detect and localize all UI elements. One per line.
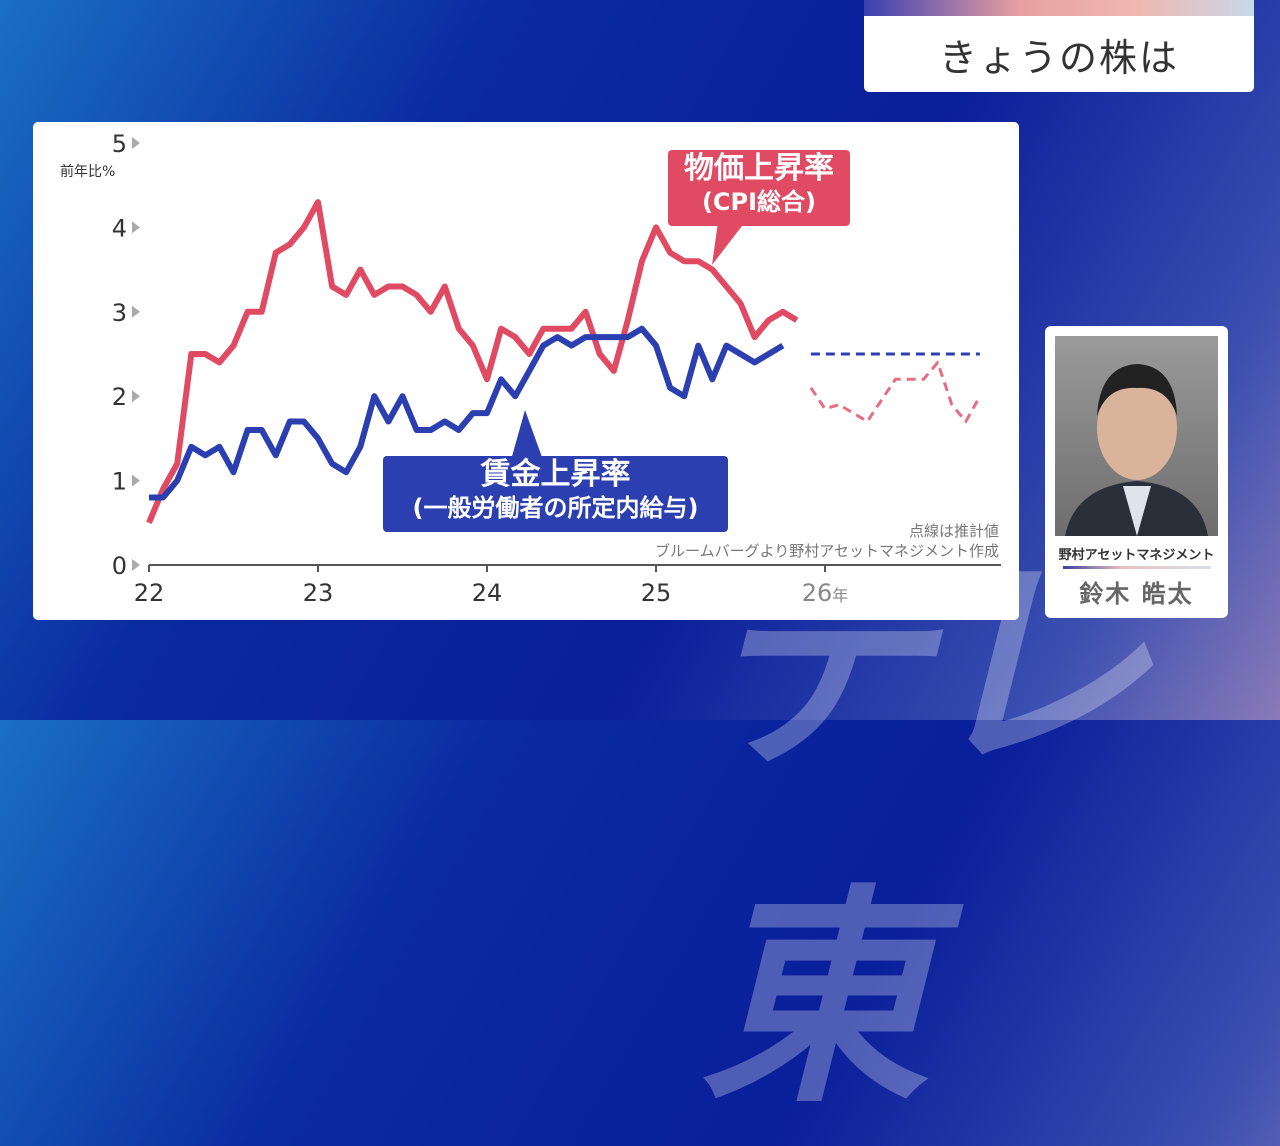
wage-label-sub: (一般労働者の所定内給与) <box>412 494 699 522</box>
cpi-label-title: 物価上昇率 <box>684 151 834 186</box>
x-tick-label: 25 <box>641 579 672 607</box>
x-tick-label: 23 <box>303 579 334 607</box>
series-line-1 <box>149 325 785 501</box>
x-tick-label: 24 <box>472 579 503 607</box>
cpi-callout-tail <box>712 222 745 265</box>
forecast-line-2 <box>809 360 982 423</box>
presenter-photo <box>1055 336 1218 536</box>
y-axis-label: 前年比% <box>60 163 115 180</box>
presenter-card: 野村アセットマネジメント 鈴木 皓太 <box>1045 326 1228 618</box>
chart-panel: 22 23 24 25 26年 0 1 2 3 4 5 前年比% 物価上昇率 (CPI総合) 賃金上昇… <box>33 122 1019 620</box>
estimate-note: 点線は推計値 <box>908 522 999 540</box>
y-tick-arrow-icon <box>132 305 140 318</box>
y-tick-arrow-icon <box>132 221 140 234</box>
y-tick-arrow-icon <box>132 137 140 149</box>
y-tick-label: 2 <box>112 383 127 411</box>
title-accent-bar <box>864 0 1254 16</box>
title-text: きょうの株は <box>864 16 1254 92</box>
wage-callout-tail <box>511 410 543 460</box>
y-tick-arrow-icon <box>132 474 140 487</box>
x-tick-label: 26年 <box>802 579 849 607</box>
y-tick-label: 0 <box>112 552 127 580</box>
presenter-organization: 野村アセットマネジメント <box>1058 548 1215 563</box>
wage-label: 賃金上昇率 (一般労働者の所定内給与) <box>383 456 728 532</box>
x-tick-label: 22 <box>134 579 165 607</box>
y-tick-label: 5 <box>112 130 127 158</box>
source-note: ブルームバーグより野村アセットマネジメント作成 <box>655 542 999 560</box>
y-tick-label: 3 <box>112 299 127 327</box>
cpi-label-sub: (CPI総合) <box>701 188 817 216</box>
y-tick-arrow-icon <box>132 390 140 403</box>
y-tick-label: 1 <box>112 468 127 496</box>
wage-label-title: 賃金上昇率 <box>480 457 631 492</box>
cpi-label: 物価上昇率 (CPI総合) <box>668 150 850 226</box>
y-tick-arrow-icon <box>132 559 140 571</box>
y-tick-label: 4 <box>112 214 127 242</box>
program-title: きょうの株は <box>864 0 1254 92</box>
series-line-0 <box>146 199 799 524</box>
presenter-name: 鈴木 皓太 <box>1079 580 1194 608</box>
presenter-divider <box>1063 566 1211 569</box>
